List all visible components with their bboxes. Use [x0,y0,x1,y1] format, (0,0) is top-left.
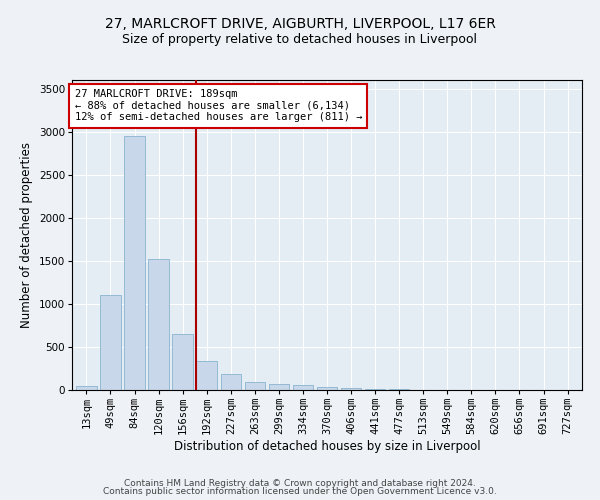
Bar [148,259,169,390]
Text: Size of property relative to detached houses in Liverpool: Size of property relative to detached ho… [122,32,478,46]
Bar [124,136,145,390]
Bar [76,386,97,390]
Bar [341,388,361,390]
Y-axis label: Number of detached properties: Number of detached properties [20,142,33,328]
Bar [293,386,313,390]
Bar [269,384,289,390]
Bar [245,382,265,390]
Text: 27 MARLCROFT DRIVE: 189sqm
← 88% of detached houses are smaller (6,134)
12% of s: 27 MARLCROFT DRIVE: 189sqm ← 88% of deta… [74,90,362,122]
Bar [317,386,337,390]
Bar [221,374,241,390]
Text: Contains HM Land Registry data © Crown copyright and database right 2024.: Contains HM Land Registry data © Crown c… [124,478,476,488]
Bar [365,389,385,390]
X-axis label: Distribution of detached houses by size in Liverpool: Distribution of detached houses by size … [173,440,481,453]
Text: Contains public sector information licensed under the Open Government Licence v3: Contains public sector information licen… [103,487,497,496]
Text: 27, MARLCROFT DRIVE, AIGBURTH, LIVERPOOL, L17 6ER: 27, MARLCROFT DRIVE, AIGBURTH, LIVERPOOL… [104,18,496,32]
Bar [172,334,193,390]
Bar [100,295,121,390]
Bar [196,360,217,390]
